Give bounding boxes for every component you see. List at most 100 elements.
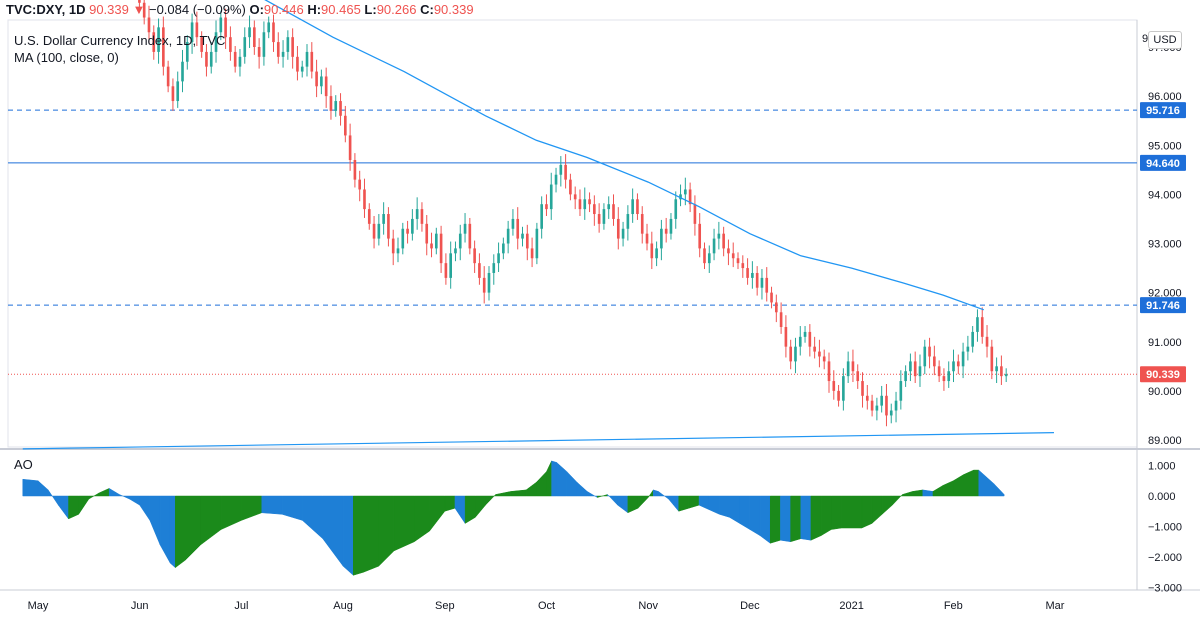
candle-body[interactable]: [856, 371, 860, 382]
candle-body[interactable]: [918, 366, 922, 377]
candle-body[interactable]: [200, 37, 203, 52]
candle-body[interactable]: [688, 189, 692, 205]
candle-body[interactable]: [157, 27, 160, 52]
candle-body[interactable]: [889, 410, 893, 416]
candle-body[interactable]: [138, 0, 141, 3]
candle-body[interactable]: [525, 233, 529, 249]
candle-body[interactable]: [147, 17, 151, 33]
candle-body[interactable]: [731, 253, 735, 259]
candle-body[interactable]: [645, 233, 649, 244]
candle-body[interactable]: [976, 317, 979, 332]
candle-body[interactable]: [842, 376, 845, 401]
candle-body[interactable]: [760, 277, 764, 288]
candle-body[interactable]: [229, 37, 232, 52]
candle-body[interactable]: [822, 356, 826, 362]
candle-body[interactable]: [506, 228, 510, 244]
candle-body[interactable]: [300, 66, 304, 72]
candle-body[interactable]: [573, 194, 577, 200]
candle-body[interactable]: [621, 228, 625, 239]
candle-body[interactable]: [363, 189, 366, 210]
ma-legend[interactable]: MA (100, close, 0): [14, 50, 119, 65]
candle-body[interactable]: [942, 376, 946, 382]
candle-body[interactable]: [329, 96, 333, 111]
candle-body[interactable]: [636, 199, 639, 215]
candle-body[interactable]: [851, 361, 855, 372]
candle-body[interactable]: [401, 228, 405, 249]
candle-body[interactable]: [952, 361, 955, 372]
candle-body[interactable]: [631, 199, 634, 215]
candle-body[interactable]: [775, 302, 778, 313]
candle-body[interactable]: [238, 56, 242, 67]
candle-body[interactable]: [990, 346, 994, 372]
candle-body[interactable]: [789, 346, 793, 362]
candle-body[interactable]: [971, 331, 974, 347]
candle-body[interactable]: [727, 248, 730, 254]
candle-body[interactable]: [219, 17, 223, 33]
candle-body[interactable]: [827, 361, 831, 382]
candle-body[interactable]: [846, 361, 850, 377]
candle-body[interactable]: [286, 37, 290, 52]
candle-body[interactable]: [267, 22, 271, 33]
candle-body[interactable]: [813, 346, 816, 352]
moving-average-line[interactable]: [40, 0, 985, 311]
candle-body[interactable]: [798, 336, 802, 347]
candle-body[interactable]: [444, 263, 448, 278]
candle-body[interactable]: [497, 253, 500, 264]
candle-body[interactable]: [909, 361, 912, 372]
candle-body[interactable]: [334, 101, 338, 111]
candle-body[interactable]: [214, 32, 218, 52]
candle-body[interactable]: [784, 327, 788, 347]
candle-body[interactable]: [650, 243, 654, 259]
candle-body[interactable]: [473, 248, 476, 264]
candle-body[interactable]: [698, 223, 702, 249]
candle-body[interactable]: [995, 366, 998, 372]
candle-body[interactable]: [980, 317, 984, 337]
candle-body[interactable]: [344, 115, 347, 136]
candle-body[interactable]: [162, 27, 165, 67]
candle-body[interactable]: [660, 228, 663, 249]
candle-body[interactable]: [861, 381, 864, 396]
candle-body[interactable]: [142, 2, 146, 18]
candle-body[interactable]: [966, 346, 970, 352]
candle-body[interactable]: [166, 66, 170, 87]
candle-body[interactable]: [1000, 366, 1003, 377]
candle-body[interactable]: [933, 356, 936, 367]
candle-body[interactable]: [569, 179, 572, 195]
candle-body[interactable]: [616, 218, 620, 239]
candle-body[interactable]: [425, 223, 429, 244]
candle-body[interactable]: [487, 272, 491, 293]
candle-body[interactable]: [463, 223, 467, 234]
candle-body[interactable]: [281, 51, 285, 57]
candle-body[interactable]: [257, 47, 261, 57]
candle-body[interactable]: [588, 199, 591, 205]
candle-body[interactable]: [305, 51, 309, 67]
candle-body[interactable]: [185, 42, 189, 62]
candle-body[interactable]: [406, 228, 409, 234]
candle-body[interactable]: [195, 22, 199, 38]
candle-body[interactable]: [324, 76, 328, 97]
candle-body[interactable]: [985, 336, 989, 347]
candle-body[interactable]: [870, 400, 874, 411]
candle-body[interactable]: [272, 22, 275, 43]
candle-body[interactable]: [348, 135, 352, 160]
candle-body[interactable]: [152, 32, 156, 52]
candle-body[interactable]: [746, 268, 749, 278]
candle-body[interactable]: [478, 263, 481, 278]
candle-body[interactable]: [492, 263, 496, 273]
candle-body[interactable]: [564, 164, 567, 180]
candle-body[interactable]: [243, 37, 247, 57]
candle-body[interactable]: [554, 174, 558, 185]
candle-body[interactable]: [387, 214, 390, 239]
candle-body[interactable]: [736, 258, 740, 264]
currency-button[interactable]: USD: [1148, 31, 1182, 49]
candle-body[interactable]: [549, 184, 553, 210]
candle-body[interactable]: [928, 346, 931, 357]
candle-body[interactable]: [358, 179, 362, 190]
candle-body[interactable]: [276, 42, 280, 57]
candle-body[interactable]: [415, 209, 419, 219]
candle-body[interactable]: [468, 223, 472, 249]
candle-body[interactable]: [310, 51, 314, 72]
candle-body[interactable]: [923, 346, 927, 367]
candle-body[interactable]: [171, 86, 175, 102]
